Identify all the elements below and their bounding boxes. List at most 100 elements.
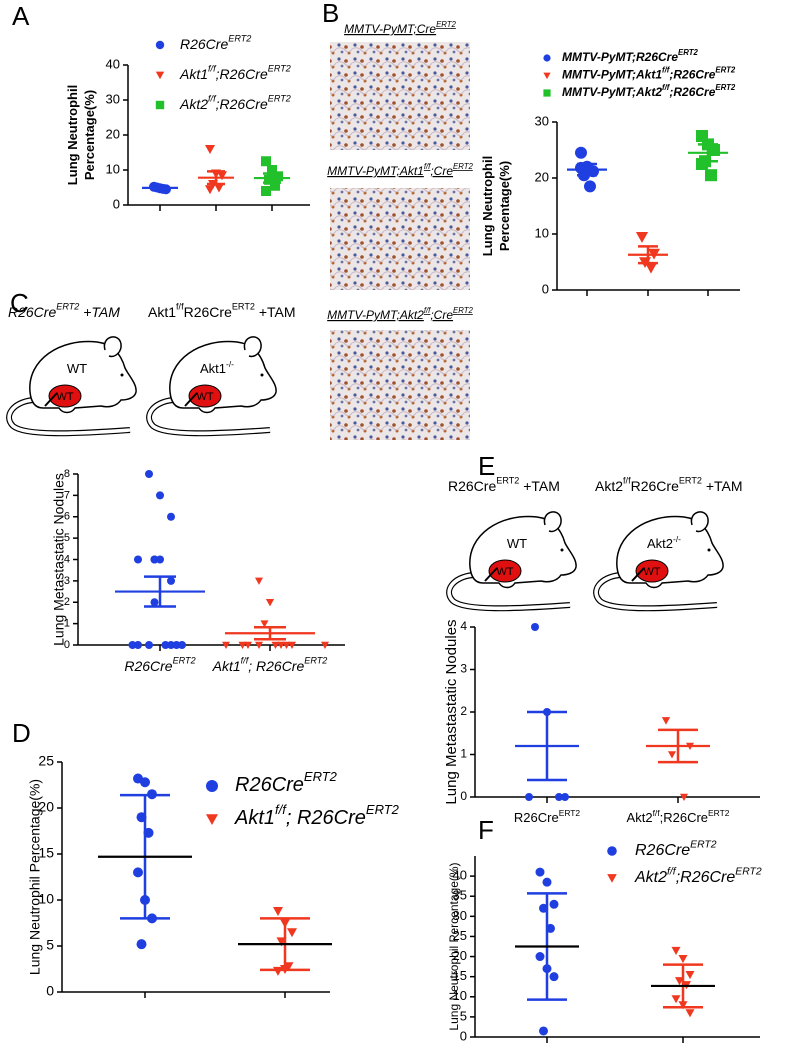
point (273, 966, 283, 976)
point (167, 641, 175, 649)
diagram-label: Akt2f/fR26CreERT2 +TAM (595, 476, 743, 494)
panel-label: F (478, 815, 494, 845)
text-segment: +TAM (255, 304, 296, 320)
text-segment: R26Cre (124, 658, 172, 674)
y-tick-label: 10 (453, 988, 467, 1003)
legend-label: MMTV-PyMT;Akt1f/f;R26CreERT2 (562, 66, 736, 82)
point (172, 641, 181, 649)
image-caption: MMTV-PyMT;Akt1f/f;CreERT2 (327, 162, 473, 178)
panel-label: E (478, 451, 495, 481)
point (214, 183, 224, 193)
text-segment: -/- (673, 534, 681, 544)
point (244, 641, 252, 649)
y-tick-label: 2 (460, 704, 467, 718)
legend-label: Akt1f/f; R26CreERT2 (234, 802, 400, 829)
y-tick-label: 8 (64, 468, 70, 480)
text-segment: R26Cre (184, 304, 232, 320)
point (671, 995, 681, 1004)
y-tick-label: 0 (542, 281, 549, 296)
point (150, 555, 159, 564)
mouse-diagram (449, 512, 576, 608)
text-segment: ERT2 (453, 306, 473, 315)
y-tick-label: 15 (38, 845, 54, 861)
y-tick-label: 4 (460, 619, 467, 633)
point (555, 793, 563, 801)
point (680, 793, 688, 801)
y-tick-label: 0 (113, 196, 120, 211)
text-segment: ERT2 (679, 476, 702, 486)
point (134, 555, 142, 564)
point (561, 793, 569, 801)
point (584, 180, 596, 193)
y-tick-label: 7 (64, 489, 70, 501)
y-tick-label: 30 (535, 113, 549, 128)
text-segment: ERT2 (496, 476, 519, 486)
y-tick-label: 30 (453, 908, 467, 923)
y-tick-label: 1 (64, 618, 70, 630)
point (264, 174, 274, 185)
point (525, 793, 533, 801)
point (222, 641, 230, 649)
legend-label: R26CreERT2 (635, 839, 717, 859)
x-tick-label: Akt2f/f;R26CreERT2 (627, 808, 730, 825)
text-segment: ERT2 (453, 162, 473, 171)
text-segment: ERT2 (715, 66, 735, 75)
point (217, 171, 227, 181)
point (271, 641, 280, 649)
text-segment: +TAM (79, 304, 120, 320)
diagram-label: Akt1f/fR26CreERT2 +TAM (148, 302, 296, 320)
tumor-label: WT (496, 566, 513, 578)
text-segment: R26Cre (631, 478, 679, 494)
text-segment: ;R26Cre (669, 68, 715, 82)
text-segment: f/f (241, 656, 250, 666)
text-segment: f/f (424, 306, 431, 315)
legend-marker (206, 814, 218, 825)
genotype-label: Akt1-/- (200, 359, 234, 376)
point (321, 641, 329, 649)
y-axis-label: Lung Neutrophil Percentage(%) (27, 779, 43, 975)
point (535, 952, 545, 962)
mouse-diagram (149, 337, 276, 433)
x-tick-label: R26CreERT2 (124, 656, 195, 674)
point (636, 232, 648, 243)
text-segment: -/- (226, 359, 234, 369)
text-segment: ; R26Cre (248, 658, 304, 674)
point (205, 185, 215, 195)
y-axis-label: Percentage(%) (497, 161, 512, 251)
text-segment: MMTV-PyMT;Cre (344, 22, 436, 36)
legend-marker (543, 54, 551, 62)
histology-image (330, 188, 470, 290)
image-caption: MMTV-PyMT;Akt2f/f;CreERT2 (327, 306, 473, 322)
y-tick-label: 5 (64, 532, 70, 544)
point (671, 946, 681, 956)
text-segment: ERT2 (436, 20, 456, 29)
text-segment: ERT2 (228, 34, 251, 44)
text-segment: Akt2 (627, 810, 653, 825)
point (678, 954, 688, 964)
y-tick-label: 25 (38, 753, 54, 769)
legend-label: MMTV-PyMT;R26CreERT2 (562, 48, 698, 64)
diagram-label: R26CreERT2 +TAM (448, 476, 560, 494)
panel-label: A (12, 1, 30, 31)
point (535, 867, 545, 877)
text-segment: Akt2 (647, 536, 673, 551)
histology-image (330, 42, 470, 150)
text-segment: MMTV-PyMT;R26Cre (562, 50, 678, 64)
text-segment: ;R26Cre (676, 869, 736, 886)
y-tick-label: 20 (38, 799, 54, 815)
text-segment: WT (67, 361, 87, 376)
text-segment: f/f (208, 64, 217, 74)
text-segment: ERT2 (304, 769, 338, 784)
text-segment: Akt2 (595, 478, 623, 494)
y-tick-label: 6 (64, 511, 70, 523)
point (705, 169, 717, 182)
legend-marker (155, 71, 165, 80)
genotype-label: WT (507, 536, 527, 551)
text-segment: ERT2 (678, 48, 698, 57)
point (255, 641, 263, 649)
legend-marker (543, 89, 551, 97)
mouse-diagram (9, 337, 136, 433)
tumor-label: WT (196, 391, 213, 403)
point (539, 1026, 548, 1036)
